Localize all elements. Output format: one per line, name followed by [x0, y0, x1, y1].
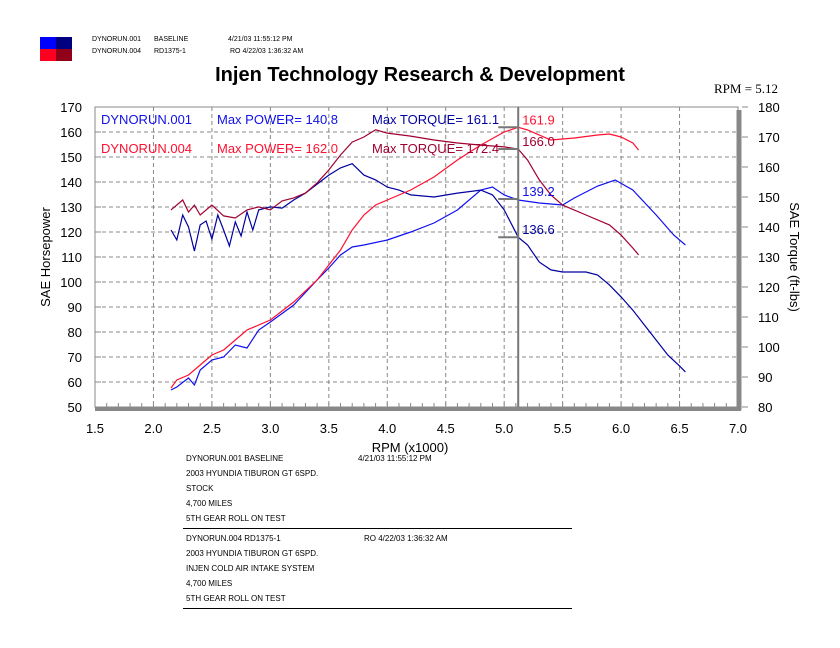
legend-run2-torque: Max TORQUE= 172.4: [372, 141, 499, 156]
legend-run2-file: DYNORUN.004: [101, 141, 192, 156]
y-left-tick-label: 120: [60, 225, 82, 240]
note-separator: [183, 528, 572, 529]
y-right-tick-label: 90: [758, 370, 772, 385]
cursor-value-label: 139.2: [522, 184, 555, 199]
logo-square-navy: [56, 37, 72, 49]
y-left-tick-label: 130: [60, 200, 82, 215]
note-separator: [183, 608, 572, 609]
header-run2-name: RD1375-1: [154, 48, 186, 55]
note-line: 2003 HYUNDIA TIBURON GT 6SPD.: [186, 469, 319, 478]
header-run2-stamp: RO 4/22/03 1:36:32 AM: [230, 48, 304, 55]
report-title: Injen Technology Research & Development: [215, 64, 625, 86]
x-axis-label: RPM (x1000): [372, 440, 449, 455]
y-right-tick-label: 170: [758, 130, 780, 145]
logo-square-maroon: [56, 49, 72, 61]
y-left-tick-label: 150: [60, 150, 82, 165]
axes: 1.5 2.0 2.5 3.0 3.5 4.0 4.5 5.0 5.5 6.0 6.5 7.0 50 60…: [60, 100, 779, 436]
y-left-tick-label: 50: [68, 400, 82, 415]
note-stamp: RO 4/22/03 1:36:32 AM: [364, 534, 448, 543]
y-right-tick-label: 130: [758, 250, 780, 265]
y-right-tick-label: 100: [758, 340, 780, 355]
y-right-tick-label: 180: [758, 100, 780, 115]
x-tick-label: 7.0: [729, 421, 747, 436]
y-left-tick-label: 60: [68, 375, 82, 390]
note-line: INJEN COLD AIR INTAKE SYSTEM: [186, 564, 315, 573]
x-tick-label: 5.0: [495, 421, 513, 436]
y-axis-left-label: SAE Horsepower: [38, 206, 53, 306]
x-tick-label: 6.5: [671, 421, 689, 436]
x-tick-label: 1.5: [86, 421, 104, 436]
y-right-tick-label: 160: [758, 160, 780, 175]
y-left-tick-label: 90: [68, 300, 82, 315]
legend-run1-file: DYNORUN.001: [101, 112, 192, 127]
y-left-tick-label: 170: [60, 100, 82, 115]
note-line: DYNORUN.004 RD1375-1: [186, 534, 281, 543]
note-line: DYNORUN.001 BASELINE: [186, 454, 284, 463]
grid: [95, 107, 738, 407]
y-right-tick-label: 120: [758, 280, 780, 295]
dynorun-004-power-line: [170, 126, 640, 389]
y-right-tick-label: 150: [758, 190, 780, 205]
note-line: 5TH GEAR ROLL ON TEST: [186, 514, 286, 523]
note-line: 5TH GEAR ROLL ON TEST: [186, 594, 286, 603]
header-run2-file: DYNORUN.004: [92, 48, 142, 55]
note-line: STOCK: [186, 484, 214, 493]
header-run1-file: DYNORUN.001: [92, 36, 142, 43]
cursor-rpm-readout: RPM = 5.12: [714, 81, 779, 96]
legend: DYNORUN.001 Max POWER= 140.8 Max TORQUE=…: [101, 112, 499, 156]
dynorun-001-torque-line: [170, 163, 686, 373]
x-tick-label: 4.0: [378, 421, 396, 436]
note-stamp: 4/21/03 11:55:12 PM: [358, 454, 432, 463]
x-tick-label: 6.0: [612, 421, 630, 436]
x-tick-label: 3.0: [261, 421, 279, 436]
dynorun-001-power-line: [170, 179, 686, 391]
note-line: 4,700 MILES: [186, 499, 233, 508]
y-left-tick-label: 100: [60, 275, 82, 290]
legend-run1-power: Max POWER= 140.8: [217, 112, 338, 127]
logo-square-blue: [40, 37, 56, 49]
y-left-tick-label: 70: [68, 350, 82, 365]
note-line: 2003 HYUNDIA TIBURON GT 6SPD.: [186, 549, 319, 558]
x-tick-label: 4.5: [437, 421, 455, 436]
header-run1-stamp: 4/21/03 11:55:12 PM: [228, 36, 293, 43]
logo-square-red: [40, 49, 56, 61]
legend-run2-power: Max POWER= 162.0: [217, 141, 338, 156]
y-left-tick-label: 110: [61, 250, 82, 265]
header-run1-name: BASELINE: [154, 36, 189, 43]
y-left-tick-label: 140: [60, 175, 82, 190]
dyno-chart: 1.5 2.0 2.5 3.0 3.5 4.0 4.5 5.0 5.5 6.0 6.5 7.0 50 60…: [38, 100, 802, 455]
series-lines: [170, 126, 686, 391]
cursor-value-label: 166.0: [522, 134, 555, 149]
legend-run1-torque: Max TORQUE= 161.1: [372, 112, 499, 127]
cursor-value-label: 161.9: [522, 112, 555, 127]
y-axis-right-label: SAE Torque (ft-lbs): [787, 202, 802, 312]
x-tick-label: 2.5: [203, 421, 221, 436]
dynorun-004-torque-line: [170, 129, 640, 256]
y-left-tick-label: 160: [60, 125, 82, 140]
y-right-tick-label: 140: [758, 220, 780, 235]
rpm-cursor[interactable]: 161.9 166.0 139.2 136.6: [498, 107, 555, 407]
cursor-value-label: 136.6: [522, 222, 555, 237]
x-tick-label: 3.5: [320, 421, 338, 436]
y-left-tick-label: 80: [68, 325, 82, 340]
x-tick-label: 5.5: [554, 421, 572, 436]
y-right-tick-label: 110: [758, 310, 779, 325]
note-line: 4,700 MILES: [186, 579, 233, 588]
x-tick-label: 2.0: [144, 421, 162, 436]
y-right-tick-label: 80: [758, 400, 772, 415]
